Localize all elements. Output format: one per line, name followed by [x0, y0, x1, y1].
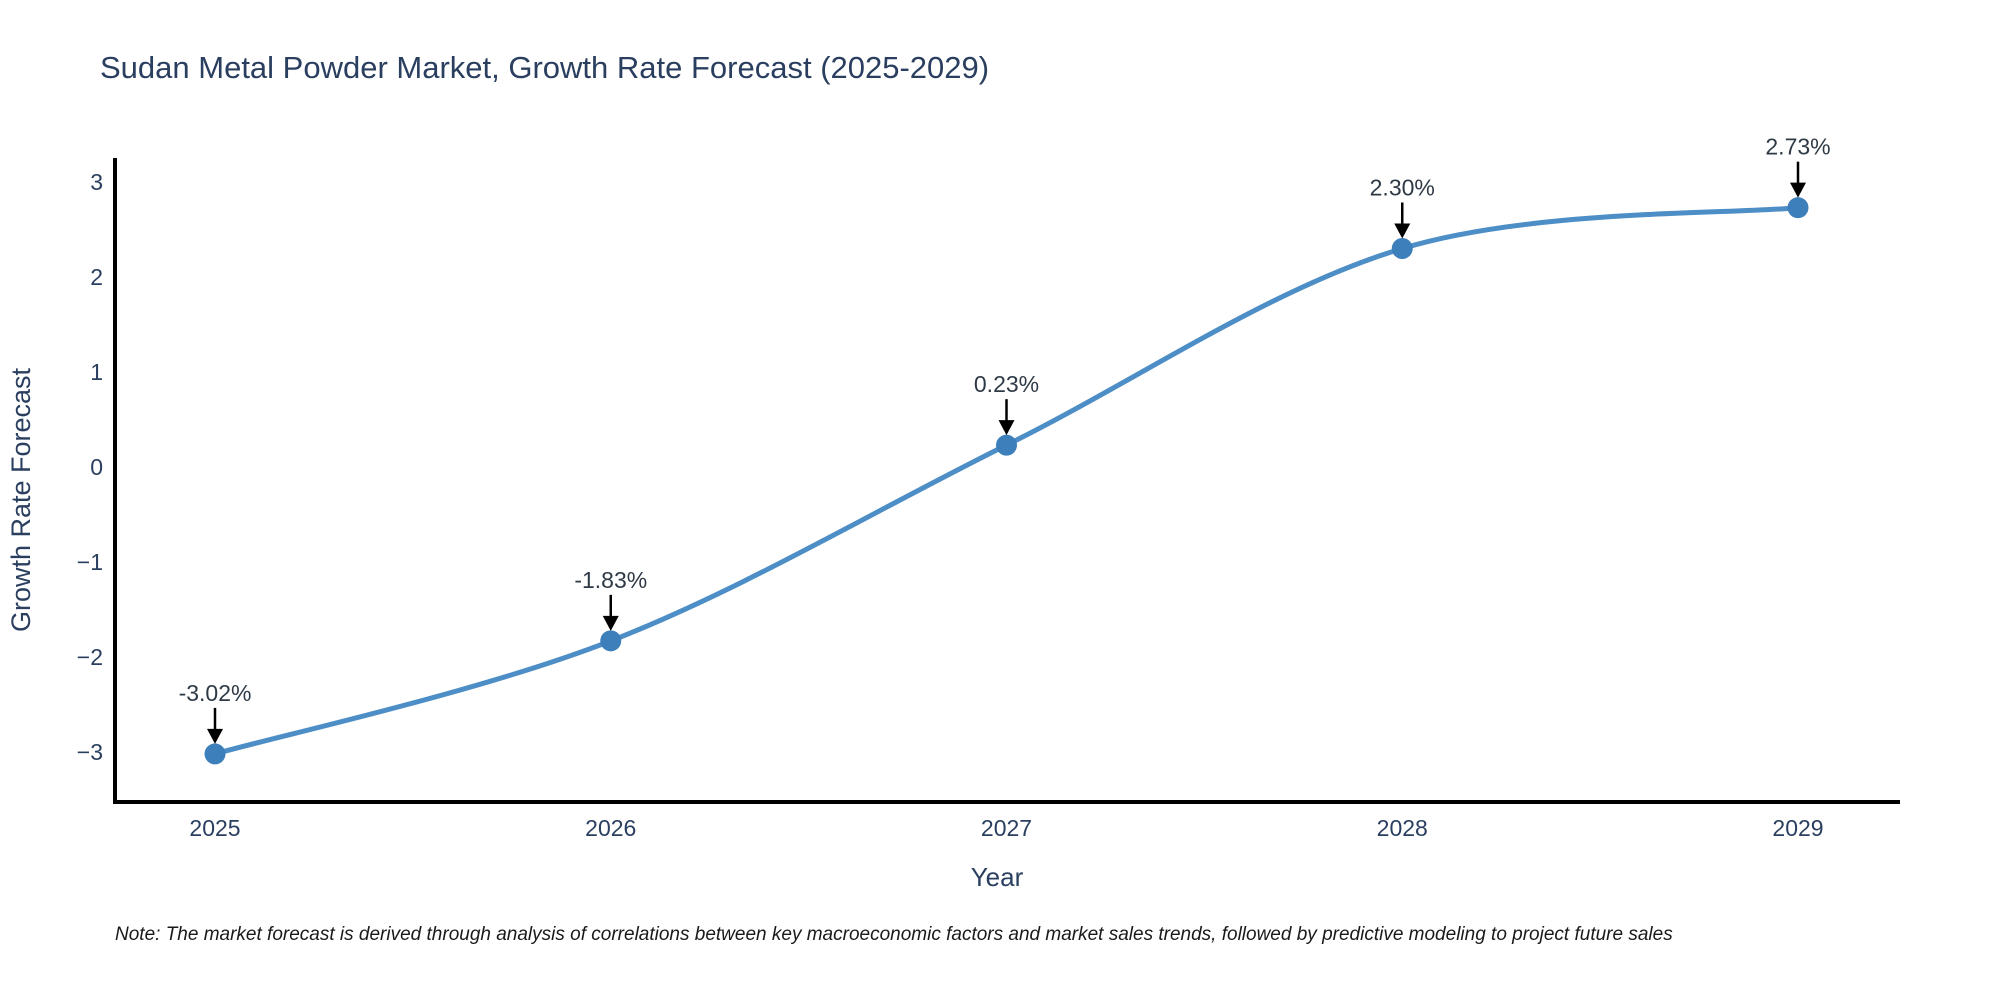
data-point-marker [600, 630, 622, 652]
forecast-line [212, 205, 1801, 757]
data-point-marker [996, 434, 1017, 456]
y-tick-label: −1 [77, 549, 103, 575]
data-point-label: -1.83% [574, 567, 647, 593]
plot-area: 3 2 1 0 −1 −2 −3 2025 2026 2027 2028 2029 -3.02% -1.8… [77, 134, 1900, 841]
annotation-arrow-head [998, 420, 1015, 436]
y-tick-label: 3 [90, 169, 103, 195]
data-point-label: 2.73% [1765, 134, 1830, 160]
data-point-label: -3.02% [179, 680, 252, 706]
x-tick-label: 2026 [585, 815, 636, 841]
y-tick-label: −2 [77, 644, 103, 670]
x-tick-label: 2029 [1772, 815, 1823, 841]
footnote: Note: The market forecast is derived thr… [115, 924, 1673, 945]
chart-title: Sudan Metal Powder Market, Growth Rate F… [100, 50, 989, 85]
annotation-arrow-head [1394, 223, 1411, 239]
y-tick-label: −3 [77, 739, 103, 765]
y-tick-label: 0 [90, 454, 103, 480]
annotation-arrow-head [207, 728, 223, 744]
data-point-marker [204, 743, 226, 765]
y-axis-title: Growth Rate Forecast [6, 367, 36, 632]
data-point-marker [1391, 238, 1413, 259]
x-tick-label: 2025 [189, 815, 240, 841]
x-tick-label: 2027 [981, 815, 1032, 841]
annotation-arrow-head [602, 615, 619, 631]
annotation-arrow-head [1790, 182, 1806, 198]
y-tick-label: 2 [90, 264, 103, 290]
data-point-label: 0.23% [974, 371, 1039, 397]
x-axis-title: Year [971, 862, 1024, 892]
x-tick-label: 2028 [1377, 815, 1428, 841]
data-point-marker [1787, 197, 1809, 219]
y-tick-label: 1 [90, 359, 103, 385]
data-point-label: 2.30% [1370, 175, 1435, 201]
